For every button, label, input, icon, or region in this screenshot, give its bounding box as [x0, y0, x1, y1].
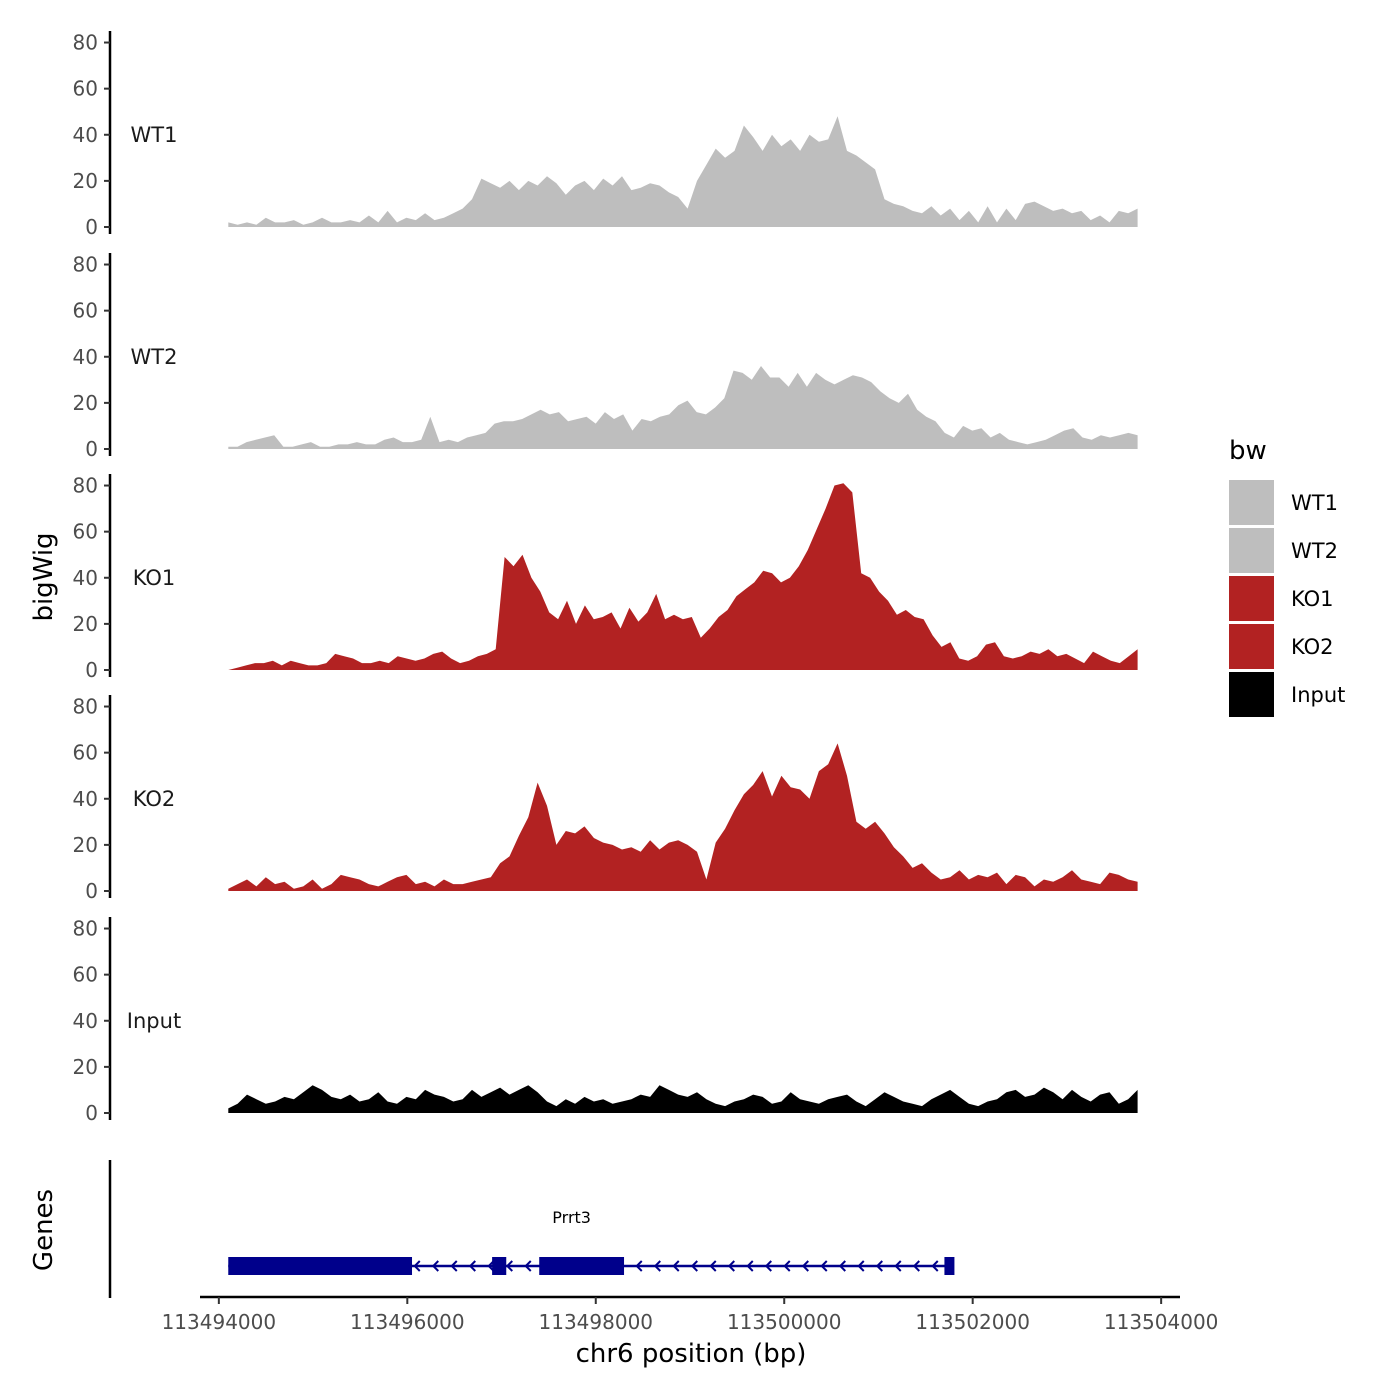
legend-label: Input	[1291, 683, 1345, 707]
track-ko1: 0 20 40 60 80 KO1	[73, 474, 1138, 682]
coverage-area-ko2	[228, 743, 1138, 891]
y-tick-label: 80	[73, 917, 98, 941]
track-label: WT2	[131, 345, 178, 369]
y-tick-label: 40	[73, 566, 98, 590]
strand-arrow	[524, 1260, 532, 1272]
strand-arrow	[838, 1260, 846, 1272]
strand-arrow	[746, 1260, 754, 1272]
strand-arrow	[450, 1260, 458, 1272]
y-tick-label: 80	[73, 253, 98, 277]
track-label: KO2	[133, 787, 176, 811]
strand-arrow	[635, 1260, 643, 1272]
y-axis-title: bigWig	[29, 532, 59, 621]
legend-label: WT1	[1291, 491, 1338, 515]
track-label: KO1	[133, 566, 176, 590]
strand-arrow	[783, 1260, 791, 1272]
coverage-area-wt2	[228, 366, 1138, 449]
track-label: Input	[127, 1009, 181, 1033]
coverage-area-input	[228, 1085, 1138, 1113]
y-tick-label: 20	[73, 169, 98, 193]
legend-label: KO2	[1291, 635, 1334, 659]
strand-arrow	[894, 1260, 902, 1272]
x-tick-label: 113496000	[350, 1310, 465, 1334]
coverage-area-wt1	[228, 116, 1138, 227]
y-tick-label: 0	[85, 215, 98, 239]
y-tick-label: 60	[73, 741, 98, 765]
y-tick-label: 40	[73, 787, 98, 811]
strand-arrow	[912, 1260, 920, 1272]
genes-axis-title: Genes	[29, 1189, 59, 1271]
y-tick-label: 80	[73, 695, 98, 719]
strand-arrow	[764, 1260, 772, 1272]
strand-arrow	[487, 1260, 495, 1272]
x-tick-label: 113498000	[539, 1310, 654, 1334]
track-input: 0 20 40 60 80 Input	[73, 917, 1138, 1125]
strand-arrow	[505, 1260, 513, 1272]
strand-arrow	[727, 1260, 735, 1272]
legend-title: bw	[1229, 436, 1267, 466]
legend-swatch	[1229, 672, 1274, 717]
x-axis: 113494000 113496000 113498000 113500000 1135…	[162, 1295, 1219, 1334]
gene-name-label: Prrt3	[552, 1208, 591, 1227]
legend-item-wt2: WT2	[1229, 528, 1338, 573]
strand-arrow	[431, 1260, 439, 1272]
y-tick-label: 20	[73, 391, 98, 415]
x-tick-label: 113502000	[915, 1310, 1030, 1334]
x-tick-label: 113504000	[1104, 1310, 1219, 1334]
y-tick-label: 80	[73, 474, 98, 498]
y-tick-label: 20	[73, 833, 98, 857]
legend-item-ko2: KO2	[1229, 624, 1334, 669]
y-tick-label: 60	[73, 520, 98, 544]
gene-exon	[492, 1257, 507, 1275]
strand-arrow	[875, 1260, 883, 1272]
y-tick-label: 80	[73, 31, 98, 55]
legend-item-ko1: KO1	[1229, 576, 1334, 621]
track-wt2: 0 20 40 60 80 WT2	[73, 253, 1138, 461]
y-tick-label: 0	[85, 1101, 98, 1125]
strand-arrow	[468, 1260, 476, 1272]
y-tick-label: 40	[73, 1009, 98, 1033]
track-ko2: 0 20 40 60 80 KO2	[73, 695, 1138, 903]
y-tick-label: 60	[73, 299, 98, 323]
strand-arrow	[857, 1260, 865, 1272]
x-tick-label: 113494000	[162, 1310, 277, 1334]
legend-item-wt1: WT1	[1229, 480, 1338, 525]
strand-arrow	[413, 1260, 421, 1272]
legend-label: KO1	[1291, 587, 1334, 611]
strand-arrow	[820, 1260, 828, 1272]
y-tick-label: 40	[73, 123, 98, 147]
y-tick-label: 60	[73, 963, 98, 987]
y-tick-label: 20	[73, 612, 98, 636]
strand-arrow	[709, 1260, 717, 1272]
legend-swatch	[1229, 528, 1274, 573]
track-label: WT1	[131, 123, 178, 147]
x-tick-label: 113500000	[727, 1310, 842, 1334]
gene-panel: Prrt3	[108, 1160, 955, 1298]
legend-swatch	[1229, 576, 1274, 621]
strand-arrow	[690, 1260, 698, 1272]
legend-swatch	[1229, 624, 1274, 669]
track-wt1: 0 20 40 60 80 WT1	[73, 31, 1138, 239]
legend-label: WT2	[1291, 539, 1338, 563]
y-tick-label: 20	[73, 1055, 98, 1079]
x-axis-title: chr6 position (bp)	[576, 1339, 807, 1369]
coverage-area-ko1	[228, 483, 1138, 670]
y-tick-label: 0	[85, 437, 98, 461]
y-tick-label: 0	[85, 879, 98, 903]
y-tick-label: 0	[85, 658, 98, 682]
legend-swatch	[1229, 480, 1274, 525]
legend-item-input: Input	[1229, 672, 1345, 717]
bigwig-tracks: 0 20 40 60 80 WT1 0 20 40 60 80 WT2 0 20 40 60 80 KO1 0 20 4…	[73, 31, 1138, 1125]
strand-arrow	[653, 1260, 661, 1272]
y-tick-label: 40	[73, 345, 98, 369]
gene-exon	[539, 1257, 625, 1275]
strand-arrow	[801, 1260, 809, 1272]
strand-arrow	[931, 1260, 939, 1272]
legend: bw WT1 WT2 KO1 KO2 Input	[1229, 436, 1345, 717]
gene-exon	[944, 1257, 955, 1275]
strand-arrow	[672, 1260, 680, 1272]
gene-exon	[228, 1257, 413, 1275]
y-tick-label: 60	[73, 77, 98, 101]
